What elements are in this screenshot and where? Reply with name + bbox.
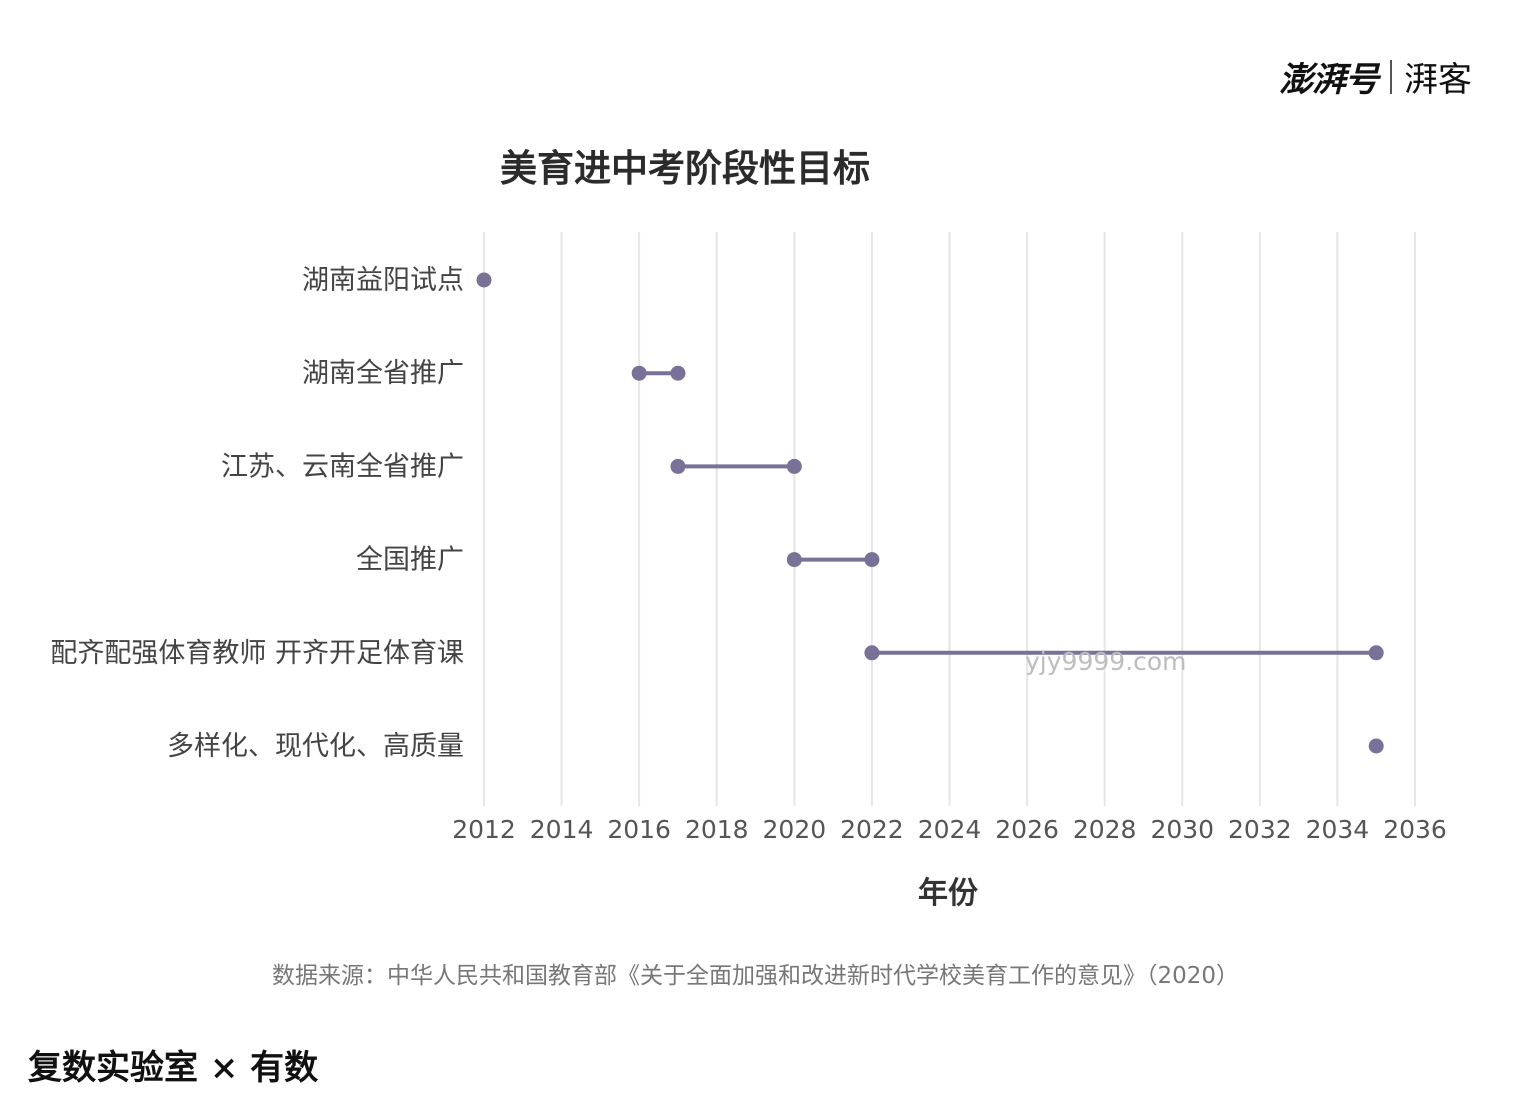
watermark-text: yjy9999.com	[1025, 647, 1187, 676]
x-tick-label: 2012	[452, 815, 516, 844]
x-tick-label: 2022	[840, 815, 904, 844]
y-category-label: 全国推广	[356, 545, 464, 576]
x-tick-label: 2030	[1150, 815, 1214, 844]
chart-title: 美育进中考阶段性目标	[500, 147, 870, 190]
x-tick-label: 2026	[995, 815, 1059, 844]
y-category-label: 湖南益阳试点	[302, 265, 464, 296]
start-point	[1368, 738, 1384, 754]
brand-divider	[1390, 59, 1392, 94]
start-point	[786, 552, 802, 568]
end-point	[864, 552, 880, 568]
y-category-label: 多样化、现代化、高质量	[167, 731, 464, 762]
brand-logo-main: 澎湃号	[1279, 60, 1379, 100]
x-axis-label: 年份	[918, 876, 978, 911]
start-point	[476, 272, 492, 288]
x-tick-label: 2016	[607, 815, 671, 844]
end-point	[670, 365, 686, 381]
x-tick-label: 2018	[685, 815, 749, 844]
x-tick-label: 2020	[763, 815, 827, 844]
end-point	[1368, 645, 1384, 661]
start-point	[670, 458, 686, 474]
x-tick-label: 2032	[1228, 815, 1292, 844]
x-tick-label: 2036	[1383, 815, 1447, 844]
x-tick-label: 2024	[918, 815, 982, 844]
y-category-label: 配齐配强体育教师 开齐开足体育课	[50, 638, 464, 669]
x-tick-label: 2034	[1306, 815, 1370, 844]
start-point	[864, 645, 880, 661]
x-tick-label: 2028	[1073, 815, 1137, 844]
brand-logo: 澎湃号 湃客	[1279, 52, 1472, 101]
start-point	[631, 365, 647, 381]
y-category-label: 湖南全省推广	[302, 358, 464, 389]
y-category-label: 江苏、云南全省推广	[221, 451, 464, 482]
x-tick-label: 2014	[530, 815, 594, 844]
end-point	[786, 458, 802, 474]
brand-logo-sub: 湃客	[1404, 60, 1472, 100]
footer-credit: 复数实验室 × 有数	[28, 1048, 319, 1088]
source-note: 数据来源：中华人民共和国教育部《关于全面加强和改进新时代学校美育工作的意见》（2…	[272, 963, 1240, 989]
